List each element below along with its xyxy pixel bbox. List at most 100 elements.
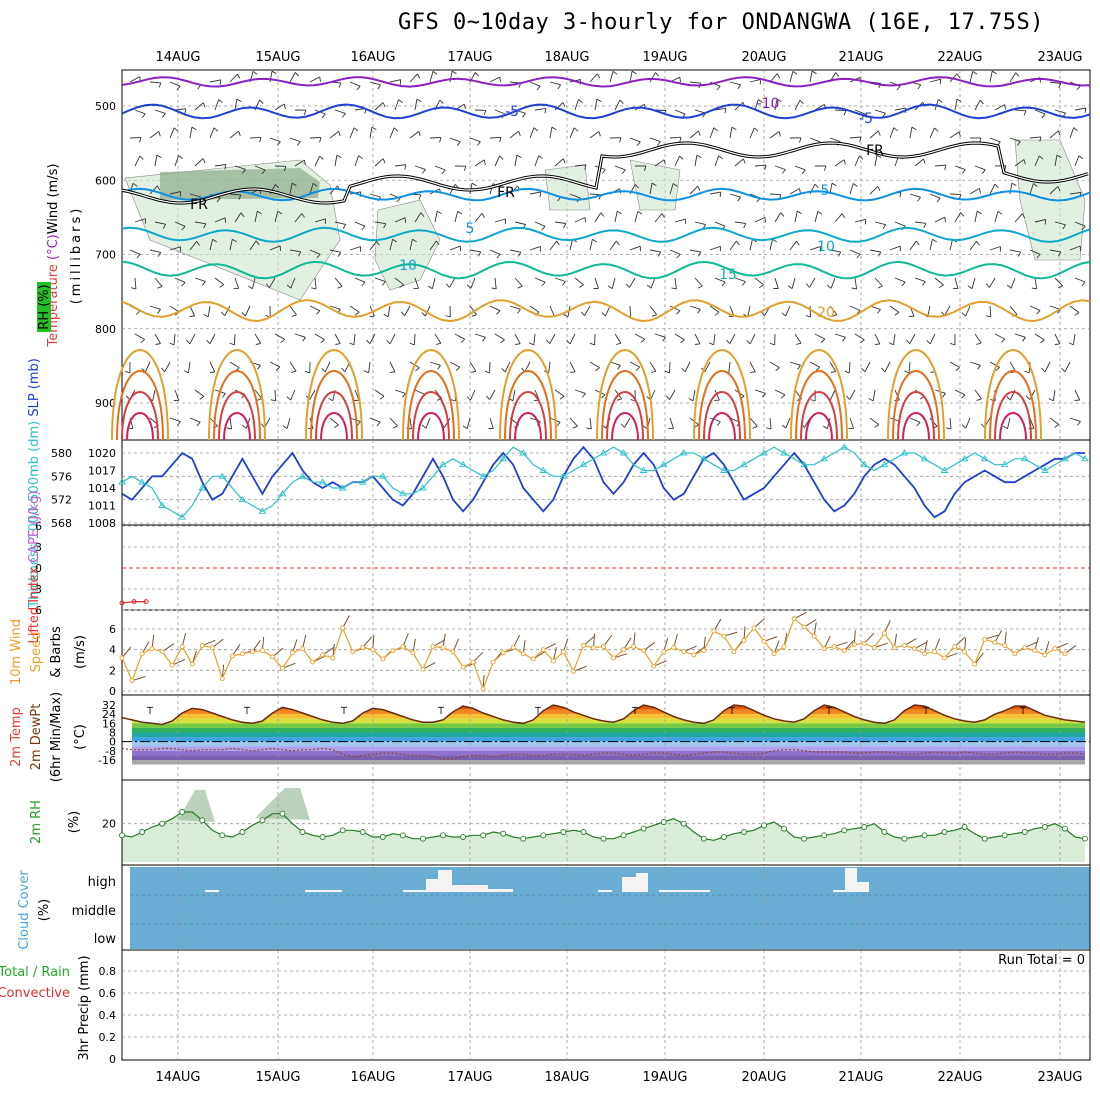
wind-barb-flag	[1031, 287, 1037, 290]
wind-barb	[394, 217, 406, 223]
wind-barb	[634, 211, 639, 223]
wind-barb	[274, 333, 285, 340]
wind-barb-flag	[358, 155, 363, 160]
wind-barb-flag	[976, 210, 982, 215]
wind-barb	[649, 72, 656, 83]
slp-tick: 1011	[88, 500, 116, 513]
wind-axis-label-4: (m/s)	[73, 635, 88, 669]
wind-barb	[209, 127, 215, 139]
wind-barb	[389, 333, 396, 345]
wind-barb	[534, 155, 540, 167]
wind-barb	[834, 159, 845, 167]
wind-speed-marker	[249, 649, 255, 655]
wind-speed-marker	[621, 647, 627, 653]
wind-barb	[269, 137, 281, 143]
wind-barb-flag	[640, 338, 646, 343]
high-cloud-bar	[403, 890, 427, 892]
wind-barb	[709, 127, 715, 139]
wind-barb-flag	[775, 367, 780, 372]
wind-barb	[989, 361, 1000, 368]
wind-barb-flag	[1022, 337, 1026, 342]
wind-barb-flag	[361, 282, 366, 287]
wind-barb	[1054, 155, 1058, 167]
temp-tick: -16	[98, 754, 116, 767]
wind-barb-flag	[563, 313, 569, 318]
wind-barb-flag	[579, 284, 584, 288]
wind-speed-marker	[901, 643, 907, 648]
surface-isotherm-loop	[887, 349, 945, 441]
surface-isotherm-loop	[698, 370, 746, 441]
wind-barb-flag	[625, 283, 630, 288]
wind-barb-flag	[697, 251, 702, 257]
wind-speed-marker	[500, 650, 506, 656]
wind-barb	[394, 277, 404, 286]
thickness-marker	[740, 460, 748, 468]
wind-speed-marker	[952, 644, 958, 650]
wind-barb-flag	[1073, 127, 1078, 132]
wind-barb-flag	[257, 210, 262, 215]
wind-barb	[494, 218, 506, 223]
wind-barb	[649, 183, 653, 195]
wind-barb-flag	[676, 254, 681, 259]
wind-barb-flag	[1081, 225, 1086, 231]
wind-barb	[234, 277, 240, 289]
wind-barb	[252, 277, 256, 289]
wind-barb	[349, 246, 361, 251]
wind-speed-marker	[570, 668, 576, 674]
wind-barb	[654, 333, 666, 338]
wind-barb-flag	[441, 169, 446, 175]
wind-barb	[789, 361, 801, 366]
wind-barb-flag	[456, 141, 461, 146]
thickness-marker	[238, 495, 247, 503]
wind-barb-flag	[538, 155, 543, 160]
precip-tick: 0.6	[99, 987, 117, 1000]
wind-barb	[689, 185, 699, 195]
wind-speed-marker	[420, 666, 426, 672]
wind-barb	[609, 71, 614, 83]
rh-marker	[881, 829, 888, 835]
wind-barb	[431, 277, 436, 289]
wind-barb-flag	[868, 398, 874, 402]
wind-barb	[834, 213, 843, 223]
wind-barb-flag	[664, 370, 670, 374]
wind-barb-flag	[972, 71, 978, 75]
wind-barb-flag	[311, 287, 317, 290]
wind-barb	[449, 361, 461, 368]
wind-barb-flag	[882, 224, 887, 230]
wind-barb-flag	[562, 158, 566, 164]
wind-barb-flag	[202, 281, 206, 286]
cloud-cover-background	[130, 867, 1090, 949]
thickness-tick: 580	[51, 447, 72, 460]
wind-barb-flag	[544, 108, 547, 114]
wind-barb-flag	[888, 342, 894, 346]
thickness-line	[121, 446, 1086, 518]
wind-barb-flag	[421, 312, 426, 317]
wind-barb	[334, 155, 338, 167]
wind-barb-flag	[976, 240, 980, 246]
wind-speed-marker	[460, 664, 466, 670]
wind-barb	[469, 305, 477, 316]
wind-barb-flag	[896, 85, 901, 91]
wind-barb	[1049, 81, 1061, 84]
date-label-bottom: 15AUG	[255, 1070, 300, 1085]
wind-barb-flag	[399, 284, 404, 288]
wind-barb	[769, 131, 780, 139]
date-label-top: 21AUG	[838, 50, 883, 65]
wind-barb-flag	[1057, 130, 1061, 136]
wind-barb	[809, 305, 812, 318]
date-label-top: 15AUG	[255, 50, 300, 65]
wind-barb-flag	[617, 365, 621, 370]
wind-barb-flag	[881, 367, 886, 373]
thickness-marker	[880, 460, 889, 468]
wind-barb-flag	[481, 213, 485, 218]
wind-barb	[154, 155, 158, 167]
wind-barb-flag	[252, 71, 258, 75]
wind-speed-marker	[701, 648, 707, 654]
wind-barb-flag	[383, 314, 389, 318]
wind-barb-flag	[708, 342, 714, 346]
wind-barb-flag	[742, 158, 746, 164]
wind-barb	[989, 305, 992, 318]
wind-barb-flag	[335, 343, 341, 345]
wind-barb	[489, 136, 502, 139]
wind-speed-marker	[189, 661, 195, 667]
